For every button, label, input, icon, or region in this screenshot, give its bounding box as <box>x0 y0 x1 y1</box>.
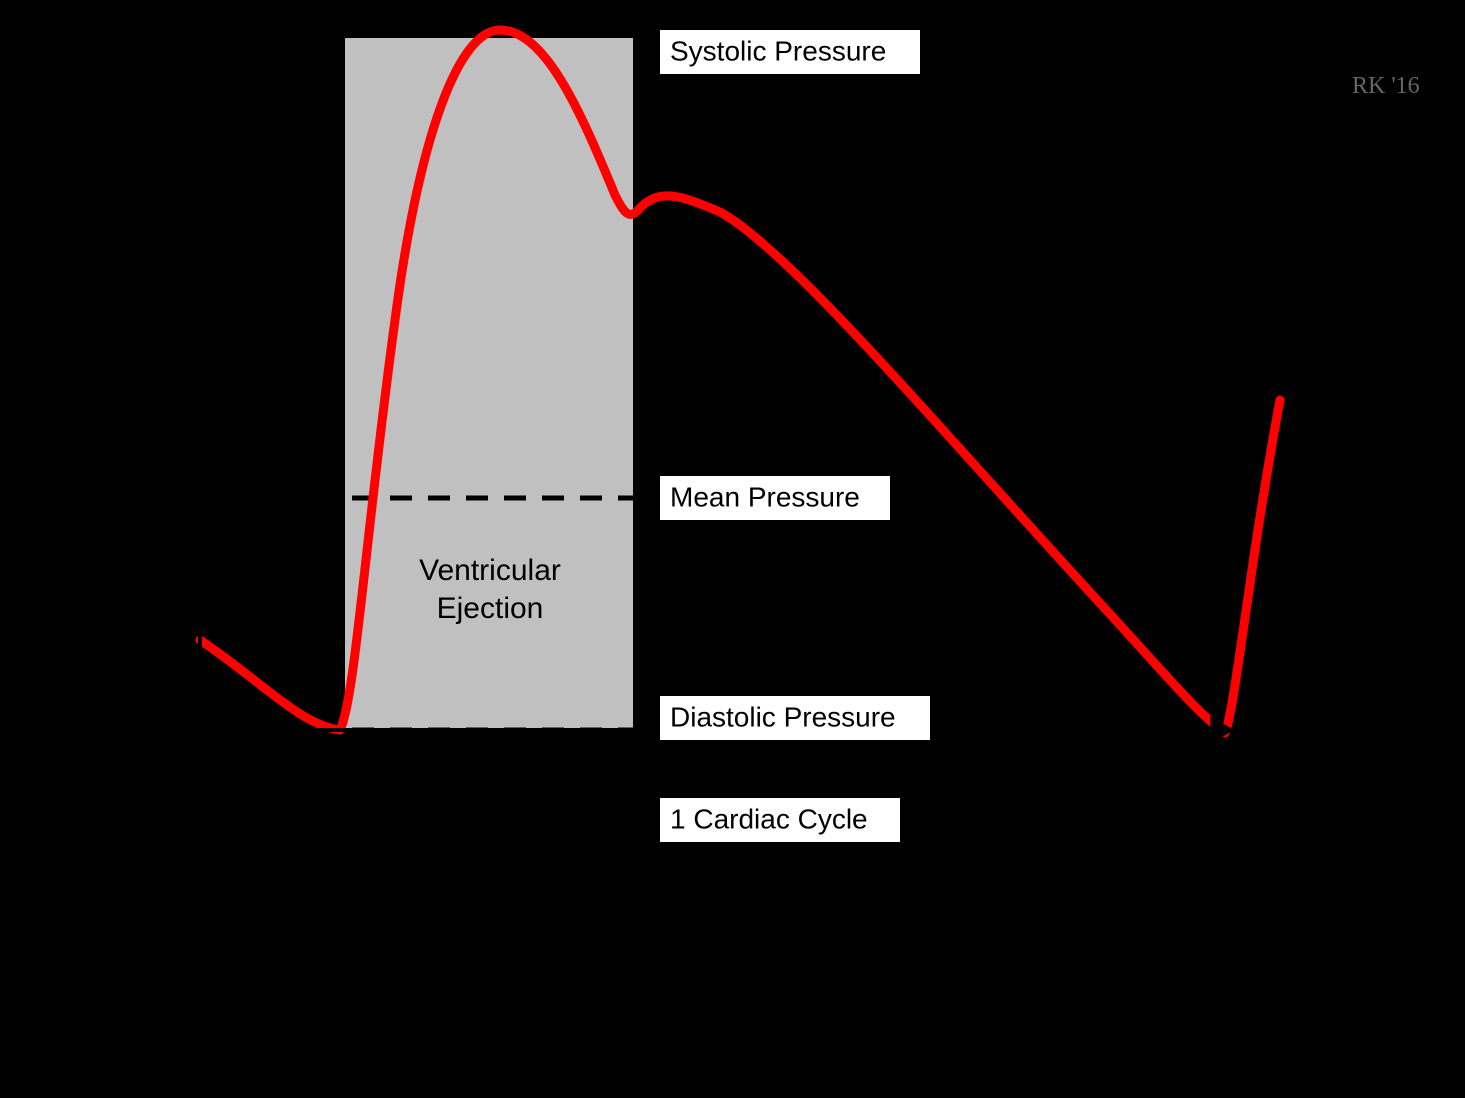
background <box>0 0 1465 1098</box>
ejection-label-line: Ventricular <box>419 554 561 587</box>
y-tick-label: 80 <box>145 712 178 745</box>
diastolic-label: Diastolic Pressure <box>660 696 930 740</box>
y-tick-label: 120 <box>128 22 178 55</box>
y-axis-title: Aortic Pressure (mmHg) <box>91 223 127 566</box>
systolic-label: Systolic Pressure <box>660 30 920 74</box>
cycle-label-text: 1 Cardiac Cycle <box>670 803 868 834</box>
diastolic-label-text: Diastolic Pressure <box>670 701 896 732</box>
x-axis-title: Time <box>680 1021 750 1057</box>
watermark: RK '16 <box>1352 73 1420 99</box>
cycle-label: 1 Cardiac Cycle <box>660 798 900 842</box>
ejection-label-line: Ejection <box>437 592 544 625</box>
mean-label: Mean Pressure <box>660 476 890 520</box>
mean-label-text: Mean Pressure <box>670 481 860 512</box>
systolic-label-text: Systolic Pressure <box>670 35 886 66</box>
